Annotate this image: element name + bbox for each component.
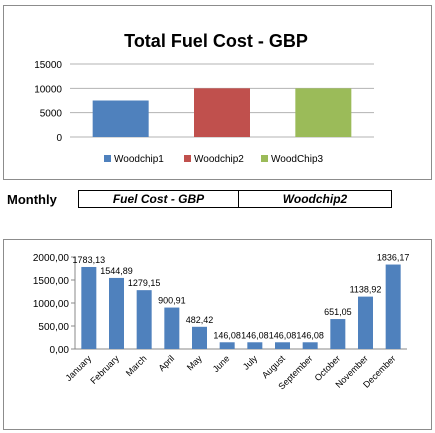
bar-september [302,342,318,349]
x-tick-label: March [124,353,149,378]
legend-swatch [184,155,191,162]
legend-swatch [104,155,111,162]
bar-woodchip1 [92,100,149,137]
data-label: 651,05 [324,307,352,317]
y-tick-label: 1000,00 [33,299,70,310]
bar-woodchip2 [194,88,250,137]
bar-may [192,326,207,349]
y-tick-label: 1500,00 [33,276,70,287]
bar-october [330,319,346,349]
bar-february [109,277,124,349]
x-tick-label: June [211,353,232,374]
legend-swatch [261,155,268,162]
y-tick-label: 5000 [40,109,63,120]
monthly-label: Monthly [7,192,57,207]
data-label: 146,08 [269,330,297,340]
y-tick-label: 0,00 [50,345,70,356]
legend-label: WoodChip3 [271,154,324,165]
x-tick-label: August [260,353,287,380]
data-label: 146,08 [213,330,241,340]
monthly-cost-chart: 1783,13 1544,89 1279,15 900,91 482,42 146,08 1… [3,239,432,430]
woodchip-cell[interactable]: Woodchip2 [282,192,348,206]
bar-april [164,307,180,349]
data-label: 1783,13 [73,255,106,265]
fuel-cost-cell[interactable]: Fuel Cost - GBP [79,191,239,207]
y-tick-label: 15000 [34,60,62,71]
data-label: 146,08 [296,330,324,340]
bar-august [275,342,290,349]
total-cost-chart-svg: Total Fuel Cost - GBP 0 5000 10000 15000 Wo… [34,31,374,165]
bar-december [385,264,401,349]
bar-november [358,296,373,349]
legend-label: Woodchip1 [114,154,164,165]
x-tick-label: February [88,353,121,386]
bar-march [136,290,152,349]
data-label: 1544,89 [100,266,133,276]
bar-july [247,342,263,349]
y-tick-label: 500,00 [38,322,69,333]
x-tick-label: July [241,353,260,372]
data-label: 1279,15 [128,278,161,288]
y-tick-label: 10000 [34,84,62,95]
data-label: 146,08 [241,330,269,340]
data-label: 1836,17 [377,253,410,263]
x-tick-label: May [185,353,204,372]
bar-january [81,266,97,349]
monthly-selector: Fuel Cost - GBP Woodchip2 [78,190,392,208]
data-label: 1138,92 [350,285,382,295]
x-tick-label: April [156,353,176,373]
bar-june [219,342,235,349]
y-tick-label: 2000,00 [33,253,70,264]
data-label: 900,91 [158,296,186,306]
total-cost-chart: Total Fuel Cost - GBP 0 5000 10000 15000 Wo… [3,5,432,180]
legend-label: Woodchip2 [194,154,244,165]
chart-title: Total Fuel Cost - GBP [124,31,308,51]
y-tick-label: 0 [56,133,62,144]
bar-woodchip3 [295,88,352,137]
data-label: 482,42 [186,315,214,325]
